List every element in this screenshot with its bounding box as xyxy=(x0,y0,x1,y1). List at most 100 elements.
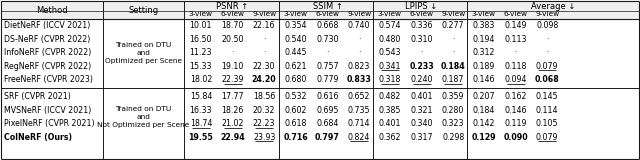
Text: PixelNeRF (CVPR 2021): PixelNeRF (CVPR 2021) xyxy=(4,119,95,128)
Text: 0.385: 0.385 xyxy=(379,106,401,115)
Text: 0.716: 0.716 xyxy=(284,133,308,142)
Text: 10.01: 10.01 xyxy=(189,21,212,30)
Text: 15.33: 15.33 xyxy=(189,62,212,71)
Text: 0.312: 0.312 xyxy=(472,48,495,57)
Text: 0.142: 0.142 xyxy=(472,119,495,128)
Text: 0.079: 0.079 xyxy=(536,133,558,142)
Text: 19.10: 19.10 xyxy=(221,62,244,71)
Text: 0.079: 0.079 xyxy=(536,62,558,71)
Text: 9-view: 9-view xyxy=(252,12,276,17)
Text: SRF (CVPR 2021): SRF (CVPR 2021) xyxy=(4,92,71,101)
Text: 17.77: 17.77 xyxy=(221,92,244,101)
Text: 0.714: 0.714 xyxy=(348,119,371,128)
Text: 0.362: 0.362 xyxy=(379,133,401,142)
Text: MVSNeRF (ICCV 2021): MVSNeRF (ICCV 2021) xyxy=(4,106,92,115)
Text: 0.146: 0.146 xyxy=(472,75,495,84)
Text: 0.680: 0.680 xyxy=(285,75,307,84)
Text: 0.184: 0.184 xyxy=(473,106,495,115)
Text: 0.779: 0.779 xyxy=(316,75,339,84)
Text: 3-view: 3-view xyxy=(189,12,213,17)
Text: ·: · xyxy=(358,35,360,44)
Text: ·: · xyxy=(263,35,266,44)
Text: 6-view: 6-view xyxy=(504,12,527,17)
Text: 0.233: 0.233 xyxy=(409,62,434,71)
Text: 0.129: 0.129 xyxy=(472,133,496,142)
Text: 18.26: 18.26 xyxy=(221,106,244,115)
Text: 0.823: 0.823 xyxy=(348,62,371,71)
Text: 22.30: 22.30 xyxy=(253,62,275,71)
Text: 21.02: 21.02 xyxy=(221,119,244,128)
Text: 0.207: 0.207 xyxy=(472,92,495,101)
Text: 0.668: 0.668 xyxy=(316,21,339,30)
Text: ·: · xyxy=(326,48,329,57)
Text: ·: · xyxy=(231,48,234,57)
Text: 0.652: 0.652 xyxy=(348,92,371,101)
Text: 0.280: 0.280 xyxy=(442,106,465,115)
Text: Trained on DTU
and
Not Optimized per Scene: Trained on DTU and Not Optimized per Sce… xyxy=(97,106,189,128)
Text: 22.39: 22.39 xyxy=(221,75,244,84)
Text: ·: · xyxy=(420,48,423,57)
Text: 0.094: 0.094 xyxy=(504,75,527,84)
Text: Setting: Setting xyxy=(129,6,159,15)
Text: 0.321: 0.321 xyxy=(410,106,433,115)
Text: ·: · xyxy=(452,35,454,44)
Text: 0.401: 0.401 xyxy=(410,92,433,101)
Text: 0.618: 0.618 xyxy=(285,119,307,128)
Text: 22.23: 22.23 xyxy=(253,119,275,128)
Text: SSIM ↑: SSIM ↑ xyxy=(312,2,342,11)
Text: ·: · xyxy=(452,48,454,57)
Text: 16.33: 16.33 xyxy=(189,106,212,115)
Text: 0.113: 0.113 xyxy=(504,35,527,44)
Text: PSNR ↑: PSNR ↑ xyxy=(216,2,248,11)
Text: 0.323: 0.323 xyxy=(442,119,465,128)
Text: 0.098: 0.098 xyxy=(536,21,558,30)
Text: LPIPS ↓: LPIPS ↓ xyxy=(405,2,438,11)
Text: 0.240: 0.240 xyxy=(410,75,433,84)
Text: 0.757: 0.757 xyxy=(316,62,339,71)
Text: ColNeRF (Ours): ColNeRF (Ours) xyxy=(4,133,72,142)
Text: DietNeRF (ICCV 2021): DietNeRF (ICCV 2021) xyxy=(4,21,90,30)
Text: 0.187: 0.187 xyxy=(442,75,465,84)
Text: 0.090: 0.090 xyxy=(503,133,528,142)
Text: 0.445: 0.445 xyxy=(285,48,307,57)
Text: 16.50: 16.50 xyxy=(189,35,212,44)
Text: 0.114: 0.114 xyxy=(536,106,559,115)
Text: 24.20: 24.20 xyxy=(252,75,276,84)
Text: 0.532: 0.532 xyxy=(285,92,307,101)
Text: 18.02: 18.02 xyxy=(189,75,212,84)
Text: 0.162: 0.162 xyxy=(504,92,527,101)
Text: 3-view: 3-view xyxy=(472,12,496,17)
Text: 0.105: 0.105 xyxy=(536,119,559,128)
Text: 0.184: 0.184 xyxy=(441,62,465,71)
Text: 6-view: 6-view xyxy=(316,12,339,17)
Text: Method: Method xyxy=(36,6,68,15)
Text: 0.695: 0.695 xyxy=(316,106,339,115)
Text: 0.118: 0.118 xyxy=(504,62,527,71)
Text: 15.84: 15.84 xyxy=(189,92,212,101)
Text: 0.740: 0.740 xyxy=(348,21,371,30)
Text: 0.298: 0.298 xyxy=(442,133,464,142)
Text: ·: · xyxy=(546,48,548,57)
Text: Average ↓: Average ↓ xyxy=(531,2,576,11)
Text: 0.318: 0.318 xyxy=(379,75,401,84)
Text: 9-view: 9-view xyxy=(441,12,465,17)
Text: 0.824: 0.824 xyxy=(348,133,371,142)
Text: 0.189: 0.189 xyxy=(473,62,495,71)
Text: Trained on DTU
and
Optimized per Scene: Trained on DTU and Optimized per Scene xyxy=(105,42,182,64)
Text: 3-view: 3-view xyxy=(284,12,308,17)
Text: 0.146: 0.146 xyxy=(504,106,527,115)
Text: 0.149: 0.149 xyxy=(504,21,527,30)
Bar xyxy=(2,1,639,19)
Text: 0.797: 0.797 xyxy=(315,133,340,142)
Text: 0.354: 0.354 xyxy=(285,21,307,30)
Text: 0.194: 0.194 xyxy=(473,35,495,44)
Text: 19.55: 19.55 xyxy=(188,133,213,142)
Text: 0.340: 0.340 xyxy=(410,119,433,128)
Text: 0.341: 0.341 xyxy=(379,62,401,71)
Text: 0.310: 0.310 xyxy=(410,35,433,44)
Text: 0.833: 0.833 xyxy=(347,75,372,84)
Text: 20.50: 20.50 xyxy=(221,35,244,44)
Text: 9-view: 9-view xyxy=(347,12,371,17)
Text: ·: · xyxy=(263,48,266,57)
Text: 0.730: 0.730 xyxy=(316,35,339,44)
